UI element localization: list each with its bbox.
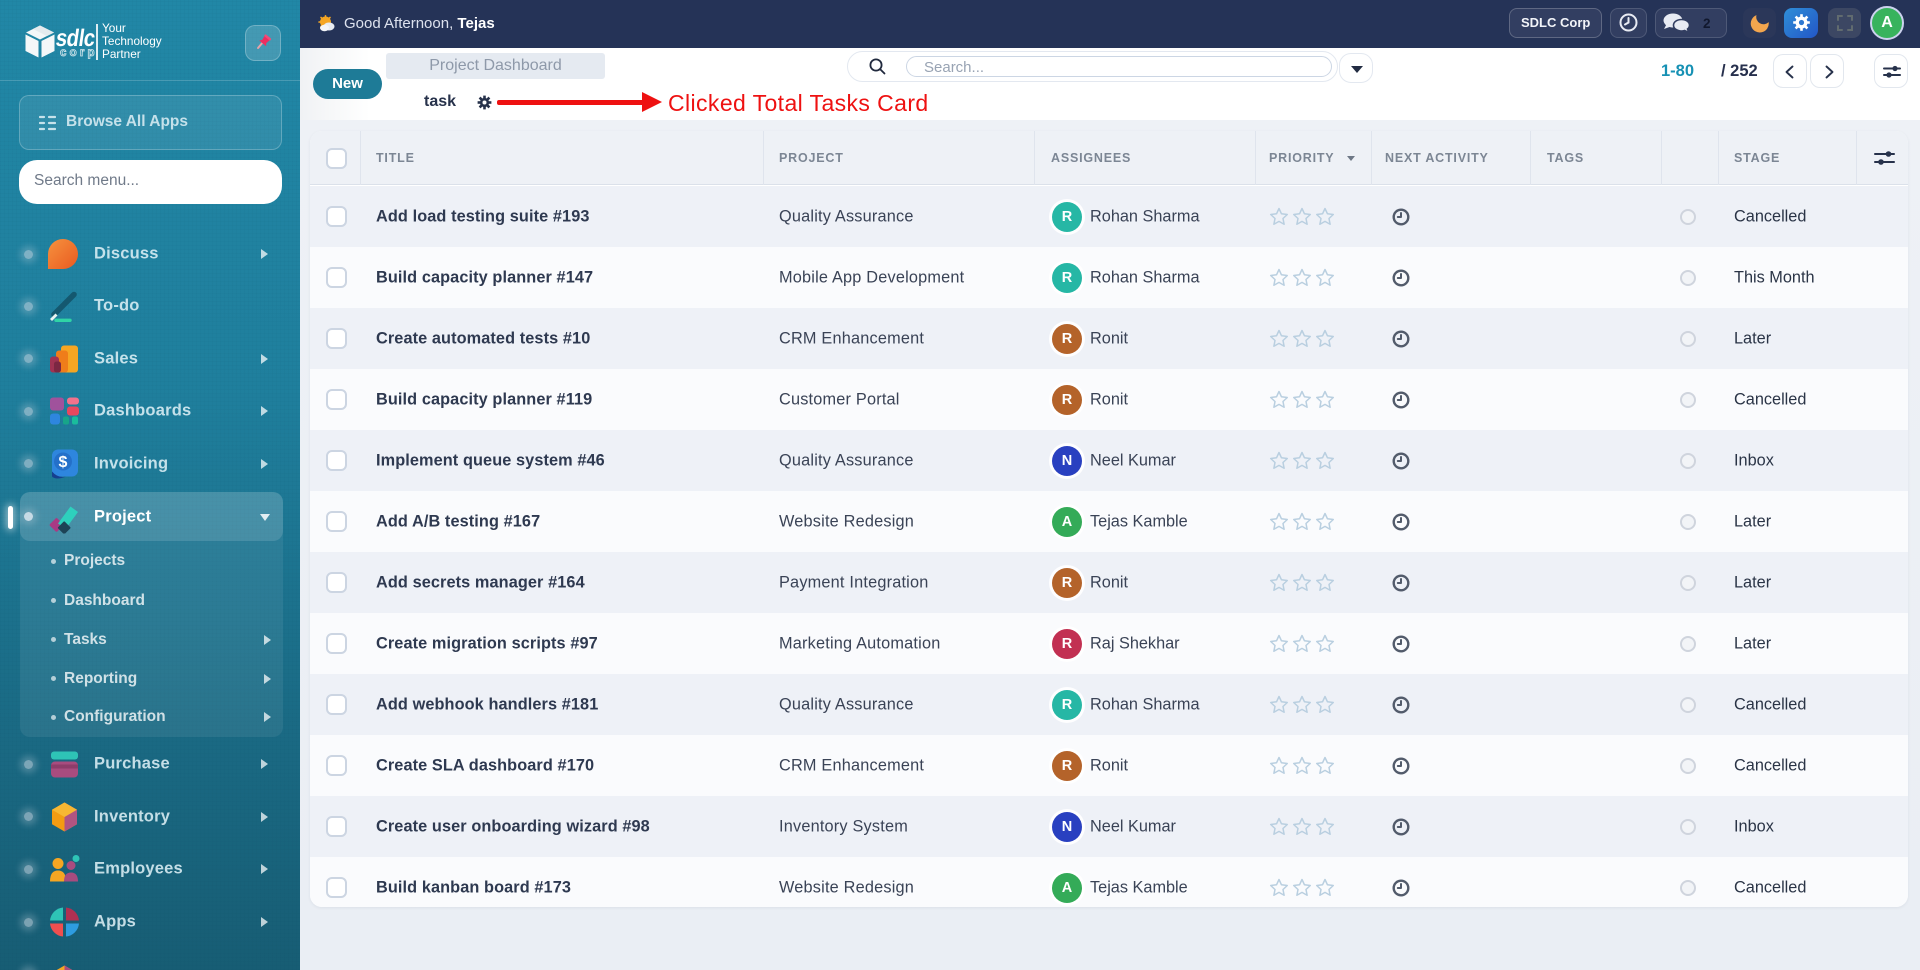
svg-text:$: $ [59,454,68,471]
